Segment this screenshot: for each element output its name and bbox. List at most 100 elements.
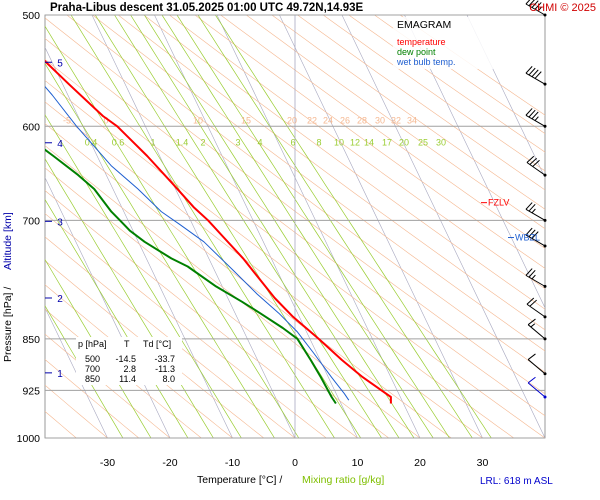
mixing-ratio-line — [130, 15, 400, 438]
mixing-ratio-label: 25 — [418, 137, 428, 147]
legend-title: EMAGRAM — [397, 19, 451, 31]
dry-adiabat-line — [45, 190, 358, 438]
dry-adiabat-line — [297, 15, 545, 191]
wind-barb — [526, 155, 547, 177]
wind-barbs — [525, 0, 547, 399]
profile-dew-point — [45, 148, 337, 405]
temperature-tick-label: -30 — [100, 457, 115, 469]
levels-table: p [hPa] T Td [°C] 500 -14.5 -33.7 700 2.… — [76, 337, 182, 385]
wind-barb — [527, 353, 547, 376]
pressure-tick-label: 700 — [22, 215, 40, 227]
mixing-ratio-label: 4 — [257, 137, 262, 147]
pressure-tick-label: 925 — [22, 385, 40, 397]
dry-adiabat-label: 30 — [375, 115, 385, 125]
temperature-tick-label: 0 — [292, 457, 298, 469]
table-header-td: Td [°C] — [143, 339, 171, 349]
mixing-ratio-label: 30 — [436, 137, 446, 147]
dry-adiabat-line — [45, 359, 139, 438]
mixing-ratio-line — [161, 15, 434, 438]
isotherm-line — [279, 15, 483, 438]
isotherm-line — [466, 15, 545, 179]
wind-barb — [526, 297, 547, 319]
dry-adiabat-label: 26 — [340, 115, 350, 125]
mixing-ratio-label: 20 — [399, 137, 409, 147]
temperature-tick-label: -20 — [162, 457, 177, 469]
dry-adiabat-line — [45, 58, 545, 438]
wind-barb — [527, 318, 547, 341]
lrl-label: LRL: 618 m ASL — [480, 476, 553, 487]
freezing-level-marker: FZLV — [481, 198, 509, 208]
dry-adiabat-line — [374, 15, 545, 134]
wind-barb — [525, 108, 547, 128]
dry-adiabat-line — [271, 15, 545, 210]
sounding-profiles — [45, 59, 392, 405]
wind-barb — [527, 376, 547, 399]
mixing-ratio-line — [94, 15, 361, 438]
isotherm-line — [216, 15, 421, 438]
fzlv-label: FZLV — [488, 198, 509, 208]
pressure-tick-label: 850 — [22, 334, 40, 346]
dry-adiabat-label: 10 — [193, 115, 203, 125]
dry-adiabat-line — [66, 15, 545, 373]
profile-temperature — [45, 59, 392, 404]
dry-adiabat-line — [323, 15, 545, 172]
mixing-ratio-line — [197, 15, 473, 438]
table-cell: 11.4 — [119, 374, 136, 384]
chart-title: Praha-Libus descent 31.05.2025 01:00 UTC… — [50, 2, 364, 14]
dry-adiabat-line — [45, 38, 545, 417]
dry-adiabat-label: 24 — [323, 115, 333, 125]
copyright-link[interactable]: CHMI © 2025 — [529, 2, 596, 14]
mixing-ratio-label: 10 — [334, 137, 344, 147]
temperature-tick-label: 10 — [352, 457, 364, 469]
mixing-ratio-line — [114, 15, 382, 438]
dry-adiabat-label: -5 — [63, 115, 71, 125]
mixing-ratio-label: 14 — [364, 137, 374, 147]
mixing-ratio-label: 2 — [200, 137, 205, 147]
mixing-ratio-line — [144, 15, 415, 438]
legend-dewpoint: dew point — [397, 47, 436, 57]
altitude-tick-label: 2 — [57, 294, 63, 305]
wet-bulb-zero-marker: WBZL — [508, 233, 540, 243]
dry-adiabat-label: 15 — [241, 115, 251, 125]
isotherm-line — [341, 15, 545, 438]
table-cell: 500 — [85, 354, 100, 364]
dry-adiabat-line — [45, 80, 514, 438]
temperature-tick-label: 20 — [414, 457, 426, 469]
table-cell: 2.8 — [123, 364, 136, 374]
dry-adiabat-line — [348, 15, 545, 153]
altitude-tick-label: 4 — [57, 139, 63, 150]
dry-adiabat-label: 28 — [357, 115, 367, 125]
dry-adiabat-label: 34 — [407, 115, 417, 125]
wind-barb — [525, 227, 547, 248]
dry-adiabat-line — [45, 145, 421, 438]
pressure-tick-label: 500 — [22, 10, 40, 22]
dry-adiabat-line — [45, 17, 545, 395]
legend: EMAGRAM temperature dew point wet bulb t… — [393, 17, 493, 69]
mixing-ratio-label: 1.4 — [176, 137, 189, 147]
dry-adiabat-line — [45, 167, 389, 438]
altitude-tick-label: 1 — [57, 369, 63, 380]
pressure-tick-label: 600 — [22, 121, 40, 133]
mixing-ratio-line — [45, 114, 242, 438]
mixing-ratio-label: 6 — [290, 137, 295, 147]
temperature-tick-label: 30 — [477, 457, 489, 469]
table-cell: -14.5 — [115, 354, 136, 364]
altitude-tick-label: 3 — [57, 217, 63, 228]
wbzl-label: WBZL — [515, 233, 540, 243]
mixing-ratio-line — [176, 15, 450, 438]
table-cell: -11.3 — [155, 364, 175, 374]
background-line-labels: -5 0 10 15 20 22 24 26 28 30 32 340.4 0.6 1 1.4 2 3 4 6 8 10… — [63, 115, 446, 147]
dry-adiabat-line — [246, 15, 545, 230]
altitude-tick-label: 5 — [57, 58, 63, 69]
y-axis-label-altitude: Altitude [km] — [2, 212, 14, 270]
y-axis-label-pressure: Pressure [hPa] / — [2, 287, 14, 362]
isotherm-line — [154, 15, 358, 438]
x-axis-label-temperature: Temperature [°C] / — [197, 474, 282, 486]
dry-adiabat-label: 22 — [307, 115, 317, 125]
pressure-tick-label: 1000 — [17, 433, 41, 445]
table-header-p: p [hPa] — [78, 339, 107, 349]
profile-wet-bulb-temp — [45, 85, 350, 401]
isotherm-line — [45, 307, 108, 438]
